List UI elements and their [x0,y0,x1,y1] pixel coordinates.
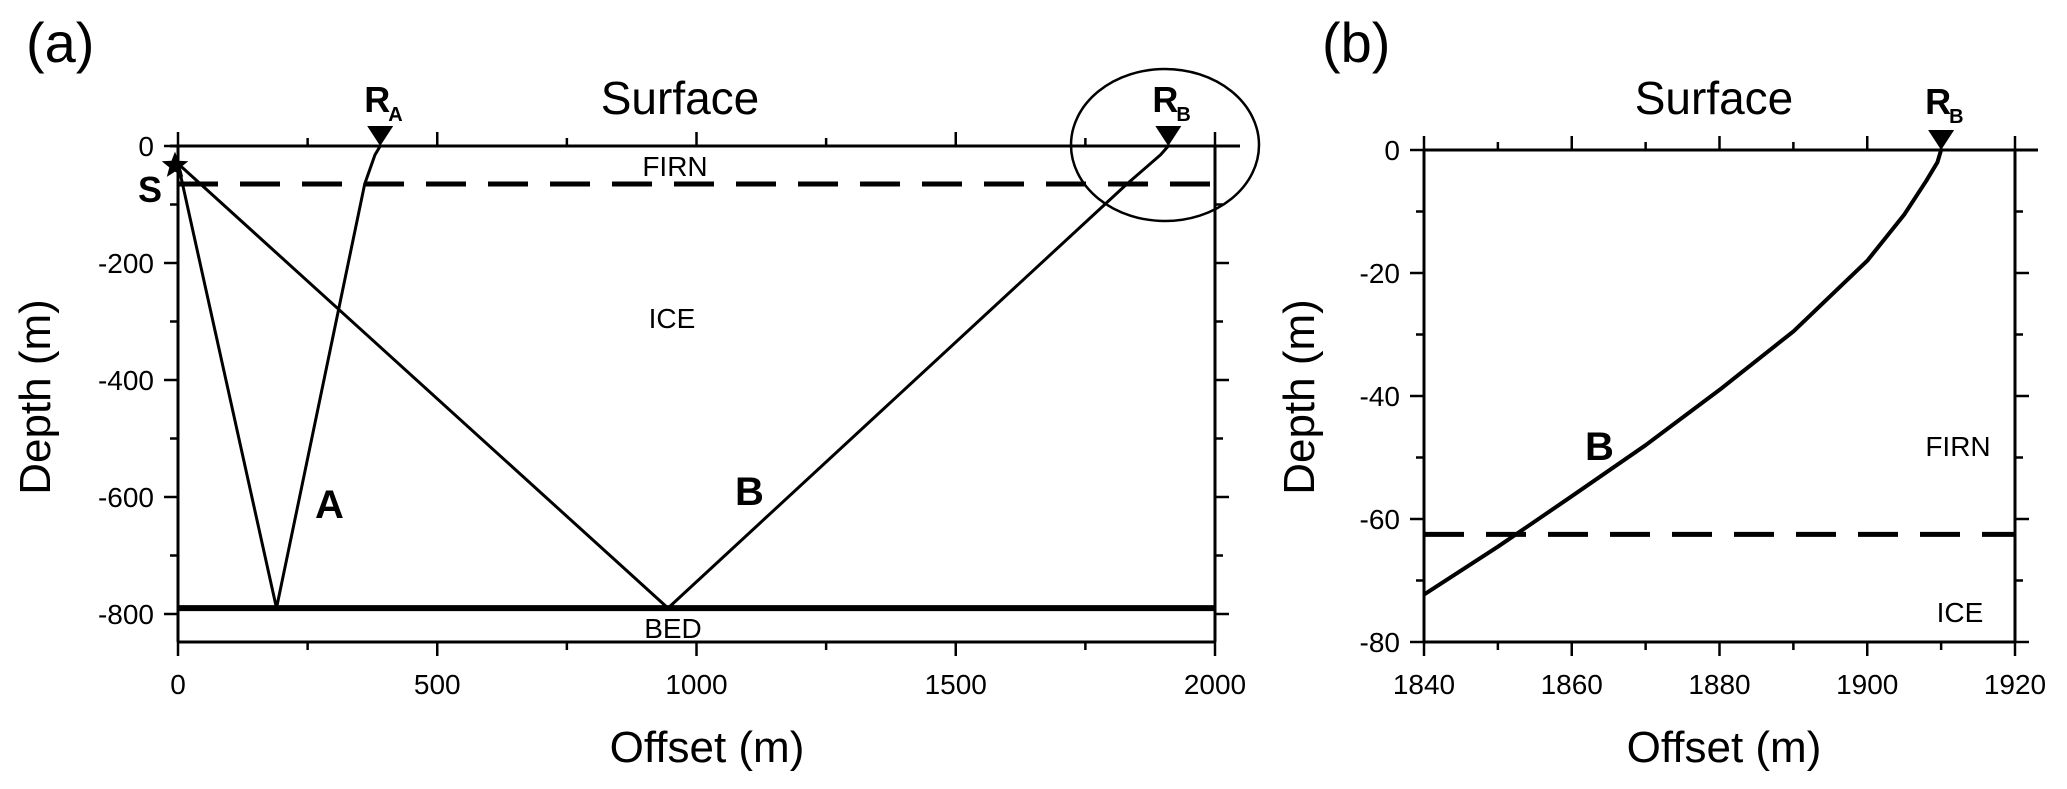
panel-a-letter: (a) [26,11,94,74]
panel-b-ray-label-b: B [1585,425,1614,469]
panel-b-ray-path-b [1422,149,1944,597]
panel-a-ice-label: ICE [649,303,696,334]
panel-a-surface-label: Surface [601,72,760,124]
panel-a-b-receiver-label: R [1152,79,1178,120]
panel-b-receiver-b-triangle-icon [1928,130,1955,150]
panel-a-a-receiver-label: R [364,79,390,120]
panel-a-rb-highlight-circle [1069,67,1261,223]
panel-a-x-tick-label: 2000 [1184,669,1246,700]
panel-b-y-axis-title: Depth (m) [1275,299,1324,495]
panel-a-y-axis-title: Depth (m) [11,299,60,495]
panel-a-source-label: S [138,169,162,210]
panel-b-b-receiver-subscript: B [1949,106,1963,128]
panel-a-bed-label: BED [644,613,702,644]
panel-a-a-receiver-subscript: A [388,104,402,126]
panel-a-ray-path-b [176,145,1170,610]
source-star-icon [161,151,189,177]
panel-b-firn-label: FIRN [1925,431,1990,462]
panel-a-y-tick-label: -400 [98,365,154,396]
panel-a-firn-label: FIRN [642,151,707,182]
panel-b-x-tick-label: 1860 [1541,669,1603,700]
panel-a-ray-path-a [176,145,382,610]
panel-b-letter: (b) [1322,11,1390,74]
panel-a-y-tick-label: 0 [138,131,154,162]
panel-b-x-axis-title: Offset (m) [1627,723,1822,772]
panel-a-x-tick-label: 500 [414,669,461,700]
panel-b-surface-label: Surface [1635,72,1794,124]
panel-b-y-tick-label: -60 [1360,504,1400,535]
panel-a-x-tick-label: 0 [170,669,186,700]
panel-a-ray-label-b: B [735,470,764,514]
panel-a-ray-label-a: A [315,483,344,527]
panel-b-x-tick-label: 1920 [1984,669,2046,700]
panel-b-y-tick-label: 0 [1384,135,1400,166]
panel-a-y-tick-label: -800 [98,599,154,630]
panel-a-receiver-a-triangle-icon [367,126,394,146]
panel-b-x-tick-label: 1900 [1836,669,1898,700]
panel-b-y-tick-label: -80 [1360,627,1400,658]
panel-b-b-receiver-label: R [1925,81,1951,122]
panel-b-y-tick-label: -40 [1360,381,1400,412]
panel-b-x-tick-label: 1840 [1393,669,1455,700]
panel-a-b-receiver-subscript: B [1176,104,1190,126]
panel-a-x-axis-title: Offset (m) [610,723,805,772]
panel-b-y-tick-label: -20 [1360,258,1400,289]
panel-a-x-tick-label: 1500 [925,669,987,700]
panel-a-receiver-b-triangle-icon [1155,126,1182,146]
panel-b-x-tick-label: 1880 [1688,669,1750,700]
panel-b-ice-label: ICE [1937,597,1984,628]
panel-a-y-tick-label: -600 [98,482,154,513]
panel-a-x-tick-label: 1000 [665,669,727,700]
panel-a-y-tick-label: -200 [98,248,154,279]
